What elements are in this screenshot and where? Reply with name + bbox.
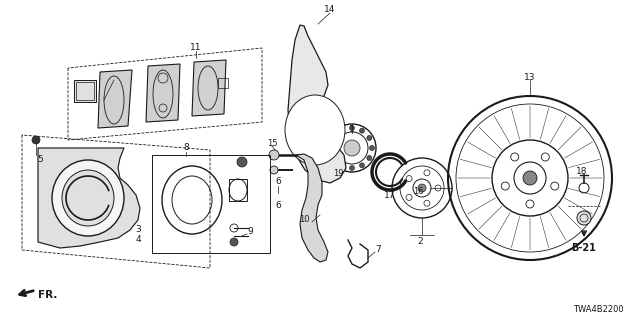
Text: 7: 7 <box>375 245 381 254</box>
Ellipse shape <box>523 171 537 185</box>
Ellipse shape <box>230 238 238 246</box>
Text: 6: 6 <box>275 201 281 210</box>
Polygon shape <box>98 70 132 128</box>
Polygon shape <box>146 64 180 122</box>
Polygon shape <box>288 25 346 183</box>
Bar <box>74 80 96 102</box>
Ellipse shape <box>52 160 124 236</box>
Ellipse shape <box>367 156 372 161</box>
Text: 13: 13 <box>524 73 536 82</box>
Text: 1: 1 <box>349 125 355 134</box>
Text: 10: 10 <box>300 215 310 225</box>
Text: 15: 15 <box>267 139 277 148</box>
Ellipse shape <box>332 135 337 140</box>
Ellipse shape <box>360 128 365 133</box>
Text: 4: 4 <box>135 236 141 244</box>
Ellipse shape <box>349 165 355 171</box>
Ellipse shape <box>349 125 355 131</box>
Ellipse shape <box>32 136 40 144</box>
Text: 9: 9 <box>247 228 253 236</box>
Text: 19: 19 <box>333 170 343 179</box>
Polygon shape <box>192 60 226 116</box>
Text: 3: 3 <box>135 226 141 235</box>
Text: 5: 5 <box>37 156 43 164</box>
Text: 6: 6 <box>275 178 281 187</box>
Ellipse shape <box>367 135 372 140</box>
Ellipse shape <box>330 146 335 150</box>
Ellipse shape <box>237 157 247 167</box>
Ellipse shape <box>339 163 344 168</box>
Ellipse shape <box>360 163 365 168</box>
Ellipse shape <box>285 95 345 165</box>
Ellipse shape <box>339 128 344 133</box>
Ellipse shape <box>369 146 374 150</box>
Ellipse shape <box>344 140 360 156</box>
Ellipse shape <box>270 166 278 174</box>
Text: TWA4B2200: TWA4B2200 <box>573 306 623 315</box>
Ellipse shape <box>62 170 114 226</box>
Bar <box>152 155 270 253</box>
Bar <box>218 78 228 88</box>
Text: 11: 11 <box>190 44 202 52</box>
Ellipse shape <box>577 211 591 225</box>
Text: FR.: FR. <box>38 290 58 300</box>
Bar <box>229 179 247 201</box>
Text: 8: 8 <box>183 143 189 153</box>
Text: 16: 16 <box>413 188 423 196</box>
Ellipse shape <box>269 150 279 160</box>
Ellipse shape <box>332 156 337 161</box>
Ellipse shape <box>418 184 426 192</box>
Text: B-21: B-21 <box>572 243 596 253</box>
Polygon shape <box>296 154 328 262</box>
Polygon shape <box>38 148 140 248</box>
Text: 18: 18 <box>576 167 588 177</box>
Text: 2: 2 <box>417 237 423 246</box>
Text: 17: 17 <box>384 190 396 199</box>
Text: 14: 14 <box>324 5 336 14</box>
Bar <box>76 82 94 100</box>
